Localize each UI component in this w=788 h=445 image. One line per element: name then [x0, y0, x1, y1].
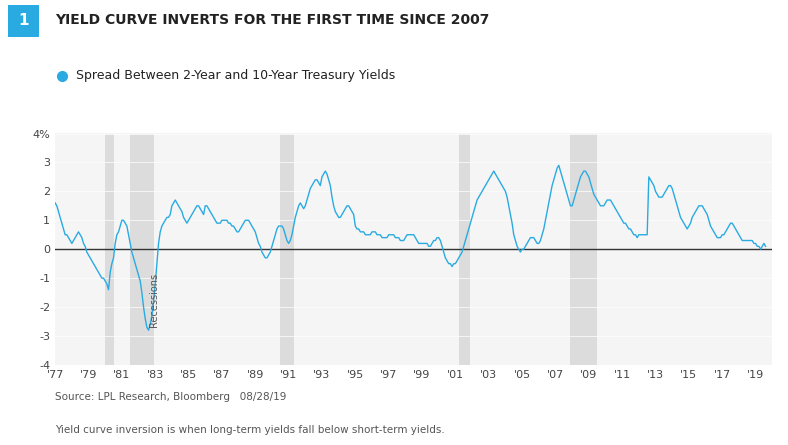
- Bar: [105, 134, 113, 365]
- Text: Yield curve inversion is when long-term yields fall below short-term yields.: Yield curve inversion is when long-term …: [55, 425, 445, 435]
- FancyBboxPatch shape: [8, 5, 39, 37]
- Text: 1: 1: [18, 13, 29, 28]
- Bar: [281, 134, 294, 365]
- Bar: [571, 134, 597, 365]
- Bar: [459, 134, 470, 365]
- Text: Source: LPL Research, Bloomberg   08/28/19: Source: LPL Research, Bloomberg 08/28/19: [55, 392, 287, 401]
- Text: YIELD CURVE INVERTS FOR THE FIRST TIME SINCE 2007: YIELD CURVE INVERTS FOR THE FIRST TIME S…: [55, 13, 489, 27]
- Text: Recessions: Recessions: [149, 273, 158, 328]
- Bar: [130, 134, 154, 365]
- Text: Spread Between 2-Year and 10-Year Treasury Yields: Spread Between 2-Year and 10-Year Treasu…: [76, 69, 396, 82]
